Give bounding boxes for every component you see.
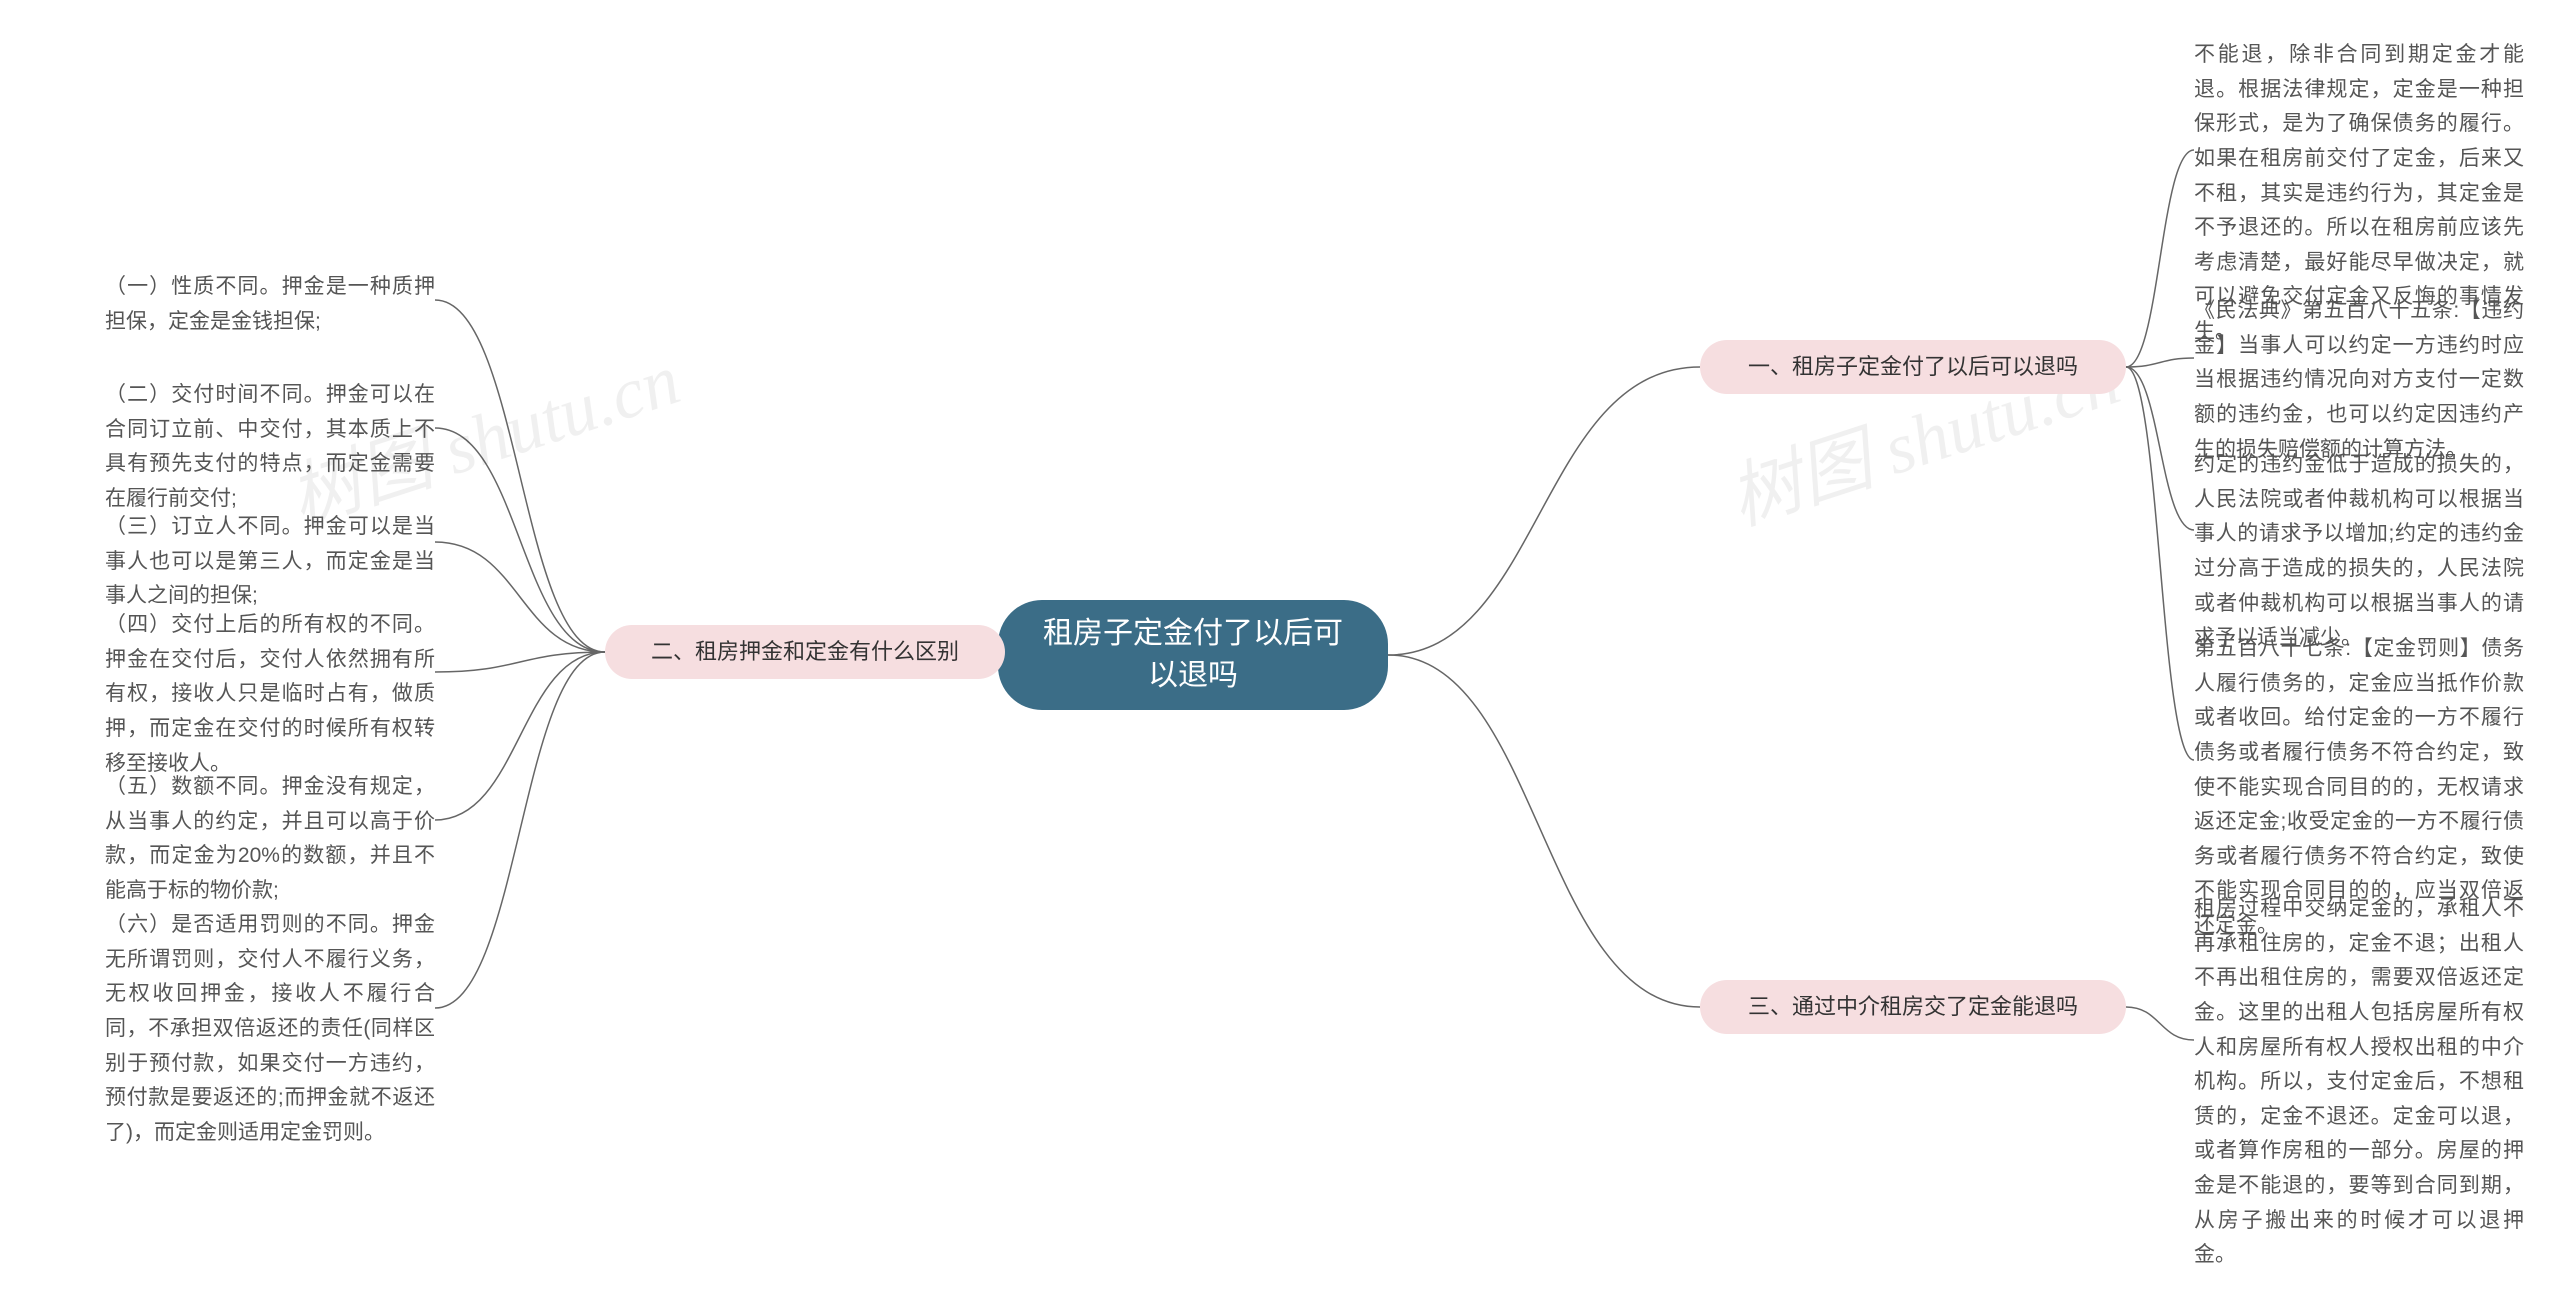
branch-2[interactable]: 二、租房押金和定金有什么区别 [605,625,1005,679]
mindmap-canvas: 树图 shutu.cn 树图 shutu.cn 租房子定金付了以后可以退吗 一、… [0,0,2560,1303]
leaf-b1-3: 约定的违约金低于造成的损失的，人民法院或者仲裁机构可以根据当事人的请求予以增加;… [2194,448,2524,656]
leaf-b1-2: 《民法典》第五百八十五条:【违约金】当事人可以约定一方违约时应当根据违约情况向对… [2194,294,2524,467]
leaf-b2-3: （三）订立人不同。押金可以是当事人也可以是第三人，而定金是当事人之间的担保; [105,510,435,614]
branch-3-label: 三、通过中介租房交了定金能退吗 [1748,990,2078,1024]
leaf-b3-1: 租房过程中交纳定金的，承租人不再承租住房的，定金不退；出租人不再出租住房的，需要… [2194,892,2524,1273]
branch-2-label: 二、租房押金和定金有什么区别 [651,635,959,669]
leaf-b2-1: （一）性质不同。押金是一种质押担保，定金是金钱担保; [105,270,435,339]
leaf-b2-6: （六）是否适用罚则的不同。押金无所谓罚则，交付人不履行义务，无权收回押金，接收人… [105,908,435,1150]
root-label: 租房子定金付了以后可以退吗 [1034,613,1352,697]
branch-1-label: 一、租房子定金付了以后可以退吗 [1748,350,2078,384]
root-node[interactable]: 租房子定金付了以后可以退吗 [998,600,1388,710]
leaf-b2-2: （二）交付时间不同。押金可以在合同订立前、中交付，其本质上不具有预先支付的特点，… [105,378,435,517]
branch-3[interactable]: 三、通过中介租房交了定金能退吗 [1700,980,2126,1034]
leaf-b2-4: （四）交付上后的所有权的不同。押金在交付后，交付人依然拥有所有权，接收人只是临时… [105,608,435,781]
branch-1[interactable]: 一、租房子定金付了以后可以退吗 [1700,340,2126,394]
leaf-b2-5: （五）数额不同。押金没有规定，从当事人的约定，并且可以高于价款，而定金为20%的… [105,770,435,909]
